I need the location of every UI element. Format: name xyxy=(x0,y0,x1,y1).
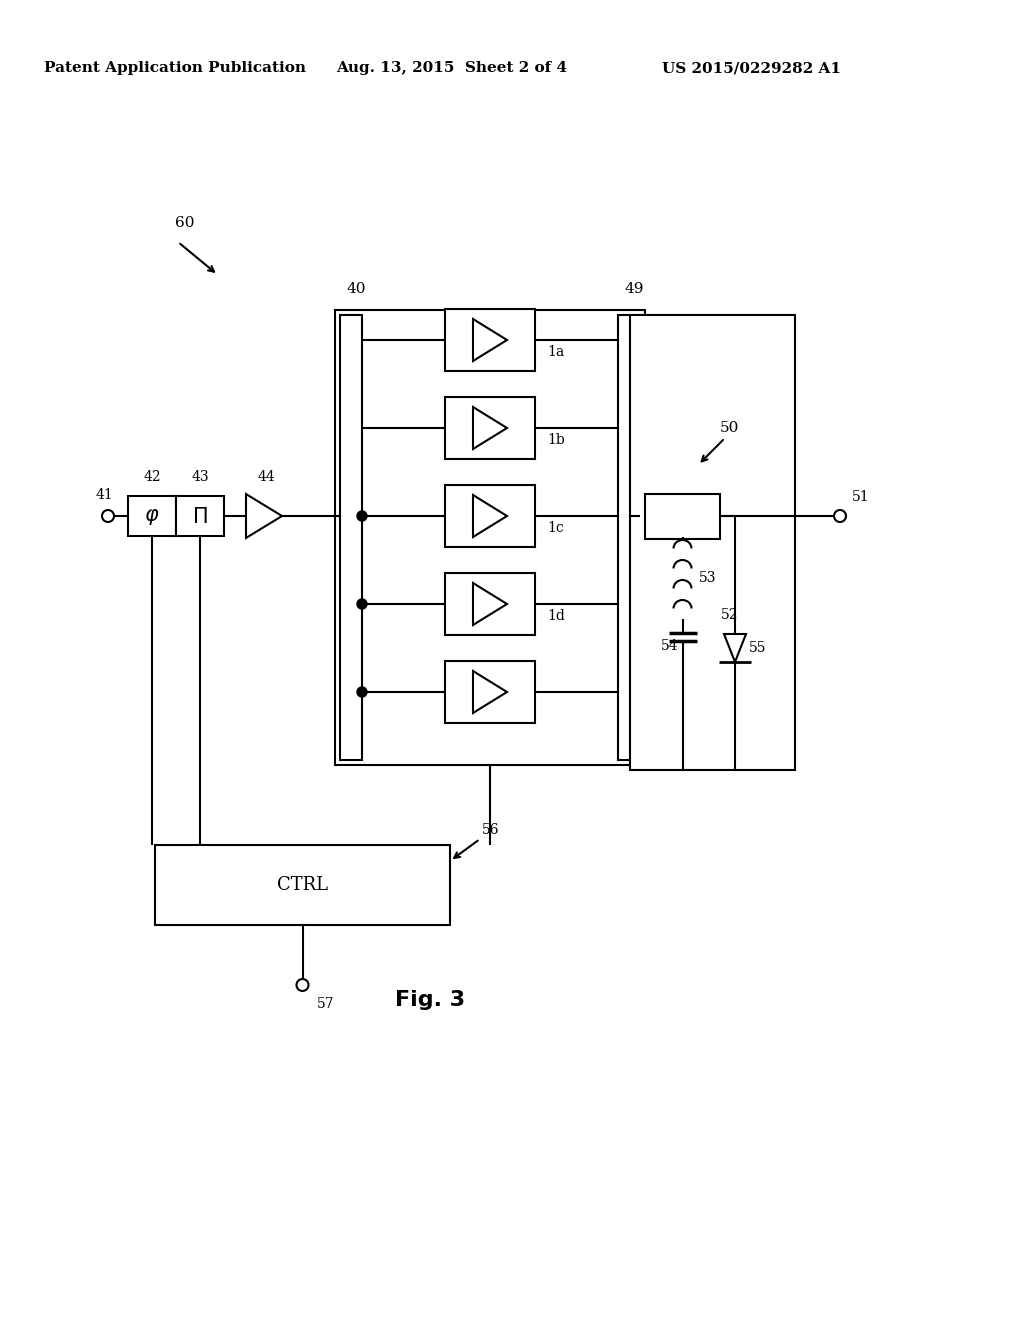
Bar xyxy=(128,496,176,536)
Text: 49: 49 xyxy=(625,282,644,296)
Bar xyxy=(335,310,645,766)
Polygon shape xyxy=(473,495,507,537)
Text: 42: 42 xyxy=(143,470,161,484)
Text: 43: 43 xyxy=(191,470,209,484)
Bar xyxy=(618,315,640,760)
Circle shape xyxy=(357,686,367,697)
Text: 44: 44 xyxy=(257,470,274,484)
Text: 41: 41 xyxy=(96,488,114,502)
Polygon shape xyxy=(246,494,282,539)
Text: 54: 54 xyxy=(660,639,678,652)
Text: 1a: 1a xyxy=(547,345,564,359)
Text: 1b: 1b xyxy=(547,433,565,447)
Circle shape xyxy=(357,511,367,521)
Text: 52: 52 xyxy=(721,609,738,622)
Text: 53: 53 xyxy=(698,572,716,586)
Bar xyxy=(340,315,362,760)
Text: CTRL: CTRL xyxy=(278,876,328,894)
Text: 40: 40 xyxy=(346,282,366,296)
Text: Fig. 3: Fig. 3 xyxy=(395,990,465,1010)
Circle shape xyxy=(297,979,308,991)
Polygon shape xyxy=(473,671,507,713)
Bar xyxy=(445,397,535,459)
Polygon shape xyxy=(473,319,507,360)
Bar xyxy=(155,845,450,925)
Bar xyxy=(445,661,535,723)
Circle shape xyxy=(102,510,114,521)
Text: 57: 57 xyxy=(316,997,334,1011)
Text: 50: 50 xyxy=(720,421,739,436)
Circle shape xyxy=(357,599,367,609)
Bar xyxy=(176,496,224,536)
Text: 55: 55 xyxy=(749,642,767,655)
Polygon shape xyxy=(473,583,507,624)
Text: 51: 51 xyxy=(852,490,869,504)
Polygon shape xyxy=(724,634,746,663)
Text: Patent Application Publication: Patent Application Publication xyxy=(44,61,306,75)
Circle shape xyxy=(834,510,846,521)
Bar xyxy=(630,315,795,770)
Bar xyxy=(445,309,535,371)
Text: US 2015/0229282 A1: US 2015/0229282 A1 xyxy=(663,61,842,75)
Text: 1d: 1d xyxy=(547,609,565,623)
Bar xyxy=(445,484,535,546)
Polygon shape xyxy=(473,407,507,449)
Text: Aug. 13, 2015  Sheet 2 of 4: Aug. 13, 2015 Sheet 2 of 4 xyxy=(337,61,567,75)
Text: $\varphi$: $\varphi$ xyxy=(144,507,160,527)
Text: 56: 56 xyxy=(482,822,500,837)
Bar xyxy=(445,573,535,635)
Text: 1c: 1c xyxy=(547,521,564,535)
Text: $\Pi$: $\Pi$ xyxy=(193,507,208,527)
Text: 60: 60 xyxy=(175,216,195,230)
Bar xyxy=(645,494,720,539)
